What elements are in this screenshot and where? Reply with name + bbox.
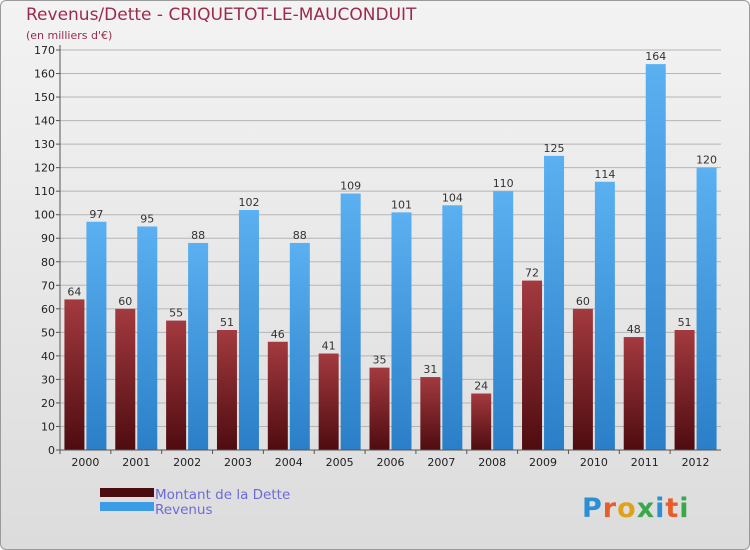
bar-dette xyxy=(216,330,237,450)
gridlines xyxy=(60,49,721,427)
data-label-dette: 51 xyxy=(678,316,692,329)
x-tick-label: 2002 xyxy=(173,456,201,469)
data-label-revenus: 120 xyxy=(696,154,717,167)
proxiti-logo: Proxiti xyxy=(582,493,690,524)
y-tick-label: 60 xyxy=(41,303,55,316)
bar-revenus xyxy=(544,155,565,450)
bar-revenus xyxy=(289,242,310,450)
data-label-revenus: 125 xyxy=(544,142,565,155)
x-tick-label: 2009 xyxy=(529,456,557,469)
y-tick-label: 110 xyxy=(34,185,55,198)
y-tick-label: 100 xyxy=(34,209,55,222)
y-tick-label: 50 xyxy=(41,326,55,339)
x-tick-label: 2001 xyxy=(122,456,150,469)
bar-revenus xyxy=(188,242,209,450)
bar-revenus xyxy=(137,226,158,450)
y-tick-label: 150 xyxy=(34,91,55,104)
proxiti-logo-text: Proxiti xyxy=(582,493,690,524)
y-tick-label: 0 xyxy=(48,444,55,457)
data-label-revenus: 109 xyxy=(340,180,361,193)
legend-swatch-revenus xyxy=(100,502,154,511)
x-tick-label: 2000 xyxy=(71,456,99,469)
bar-dette xyxy=(471,393,492,450)
chart-title: Revenus/Dette - CRIQUETOT-LE-MAUCONDUIT xyxy=(26,5,417,25)
y-tick-label: 30 xyxy=(41,373,55,386)
bar-dette xyxy=(115,308,136,450)
x-tick-label: 2010 xyxy=(580,456,608,469)
data-label-dette: 60 xyxy=(576,295,590,308)
data-label-revenus: 88 xyxy=(293,229,307,242)
bar-dette xyxy=(166,320,187,450)
axes: 0 10 20 30 40 50 60 70 80 90 100 110 120 130 140 150 160… xyxy=(34,44,721,469)
data-label-dette: 64 xyxy=(67,285,81,298)
bar-revenus xyxy=(493,191,514,451)
y-tick-label: 20 xyxy=(41,397,55,410)
data-label-dette: 41 xyxy=(322,340,336,353)
bar-dette xyxy=(674,330,695,450)
data-label-revenus: 101 xyxy=(391,198,412,211)
bar-dette xyxy=(572,308,593,450)
y-tick-label: 40 xyxy=(41,350,55,363)
bar-dette xyxy=(267,341,288,450)
chart-subtitle: (en milliers d'€) xyxy=(26,29,112,42)
data-label-revenus: 110 xyxy=(493,177,514,190)
data-labels: 64 97 60 95 55 88 51 102 46 88 41 109 35 101 31 104 24 11… xyxy=(67,50,717,392)
data-label-dette: 51 xyxy=(220,316,234,329)
legend-label-debt: Montant de la Dette xyxy=(155,487,290,503)
bar-revenus xyxy=(442,205,463,450)
data-label-dette: 55 xyxy=(169,307,183,320)
x-tick-label: 2006 xyxy=(377,456,405,469)
y-tick-label: 10 xyxy=(41,420,55,433)
bar-revenus xyxy=(340,193,361,450)
x-tick-label: 2012 xyxy=(682,456,710,469)
data-label-dette: 31 xyxy=(423,363,437,376)
bar-revenus xyxy=(238,210,259,450)
data-label-revenus: 88 xyxy=(191,229,205,242)
legend-swatch-debt xyxy=(100,488,154,497)
data-label-dette: 46 xyxy=(271,328,285,341)
bar-dette xyxy=(522,280,543,450)
x-tick-label: 2005 xyxy=(326,456,354,469)
y-tick-label: 170 xyxy=(34,44,55,57)
y-tick-label: 130 xyxy=(34,138,55,151)
data-label-revenus: 104 xyxy=(442,191,463,204)
data-label-revenus: 164 xyxy=(645,50,666,63)
bar-revenus xyxy=(86,221,107,450)
data-label-revenus: 102 xyxy=(238,196,259,209)
bar-revenus xyxy=(645,64,666,450)
bar-dette xyxy=(420,377,441,450)
data-label-dette: 35 xyxy=(373,354,387,367)
bar-dette xyxy=(623,337,644,450)
x-tick-label: 2011 xyxy=(631,456,659,469)
data-label-revenus: 97 xyxy=(89,208,103,221)
y-tick-label: 120 xyxy=(34,162,55,175)
data-label-revenus: 95 xyxy=(140,212,154,225)
data-label-revenus: 114 xyxy=(594,168,615,181)
legend-label-revenus: Revenus xyxy=(155,502,213,518)
data-label-dette: 48 xyxy=(627,323,641,336)
bar-revenus xyxy=(696,167,717,450)
y-tick-label: 70 xyxy=(41,279,55,292)
bar-dette xyxy=(64,299,85,450)
y-tick-label: 140 xyxy=(34,115,55,128)
y-tick-label: 160 xyxy=(34,68,55,81)
bars xyxy=(64,64,717,451)
x-tick-label: 2004 xyxy=(275,456,303,469)
bar-dette xyxy=(318,353,339,450)
x-tick-label: 2007 xyxy=(427,456,455,469)
data-label-dette: 60 xyxy=(118,295,132,308)
y-tick-label: 90 xyxy=(41,232,55,245)
legend: Montant de la Dette Revenus xyxy=(100,487,290,518)
y-tick-label: 80 xyxy=(41,256,55,269)
x-tick-label: 2008 xyxy=(478,456,506,469)
x-tick-label: 2003 xyxy=(224,456,252,469)
data-label-dette: 24 xyxy=(474,380,488,393)
bar-revenus xyxy=(391,212,412,450)
bar-revenus xyxy=(594,181,615,450)
bar-dette xyxy=(369,367,390,450)
data-label-dette: 72 xyxy=(525,267,539,280)
